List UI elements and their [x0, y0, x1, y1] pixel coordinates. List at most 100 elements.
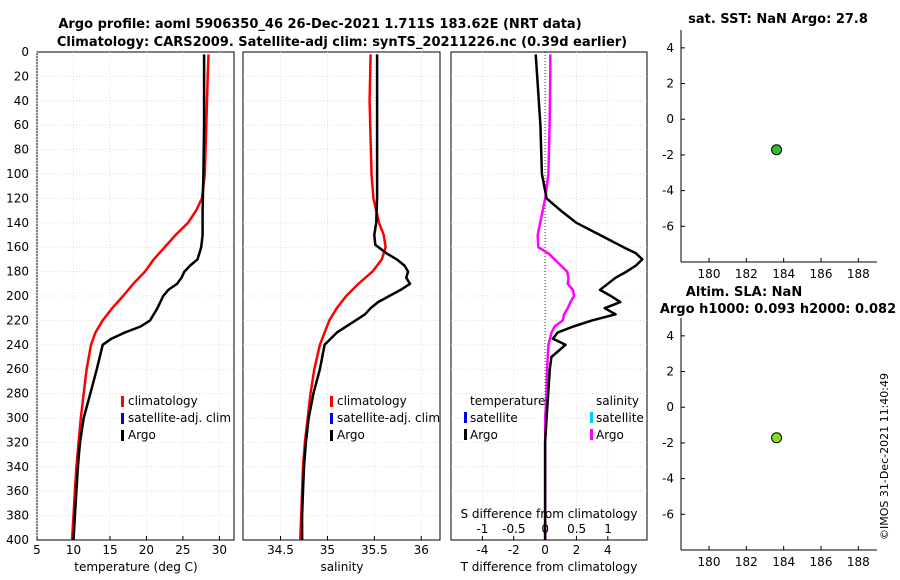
diff-x2label: S difference from climatology [461, 507, 638, 521]
y-tick-label: 0 [666, 400, 674, 414]
depth-tick-label: 320 [6, 435, 29, 449]
x-tick-label: 35 [320, 543, 335, 557]
x-tick-label: 5 [33, 543, 41, 557]
depth-tick-label: 160 [6, 240, 29, 254]
depth-tick-label: 40 [14, 94, 29, 108]
sal-legend: climatology satellite-adj. clim Argo [330, 394, 440, 442]
depth-tick-label: 260 [6, 362, 29, 376]
y-tick-label: -6 [662, 507, 674, 521]
legend-sal-argo-swatch [590, 429, 593, 440]
legend-satellite-swatch [121, 413, 124, 424]
y-tick-label: 2 [666, 365, 674, 379]
legend-argo-label: Argo [128, 428, 156, 442]
legend-temp-argo-swatch [464, 429, 467, 440]
sal-xlabel: salinity [320, 560, 363, 574]
legend-temp-satellite-swatch [464, 412, 467, 423]
depth-tick-label: 120 [6, 191, 29, 205]
sal-diff-line [536, 54, 576, 540]
depth-tick-label: 80 [14, 143, 29, 157]
depth-tick-label: 280 [6, 387, 29, 401]
x-tick-label: -4 [476, 543, 488, 557]
depth-tick-label: 60 [14, 118, 29, 132]
sst-map-panel: 4 2 0 -2 -4 -6 180 182 184 186 188 [662, 30, 877, 281]
title-line1: Argo profile: aoml 5906350_46 26-Dec-202… [58, 17, 581, 32]
x-tick-label: 4 [604, 543, 612, 557]
x-tick-label: 34.5 [267, 543, 294, 557]
x2-tick-label: 0.5 [567, 522, 586, 536]
legend-climatology-label: climatology [128, 394, 198, 408]
x-tick-label: 2 [573, 543, 581, 557]
x-tick-label: 20 [139, 543, 154, 557]
x-tick-label: 188 [847, 555, 870, 569]
x-tick-label: 186 [810, 555, 833, 569]
x-tick-label: 0 [541, 543, 549, 557]
depth-tick-label: 340 [6, 460, 29, 474]
argo-line [72, 54, 206, 541]
x2-tick-label: -0.5 [502, 522, 525, 536]
depth-tick-label: 20 [14, 69, 29, 83]
sst-panel-title: sat. SST: NaN Argo: 27.8 [688, 12, 868, 27]
legend-temp-argo-label: Argo [470, 428, 498, 442]
diff-legend: temperature salinity satellite Argo sate… [464, 394, 644, 442]
y-tick-label: 4 [666, 329, 674, 343]
y-tick-label: -2 [662, 436, 674, 450]
depth-tick-label: 360 [6, 484, 29, 498]
legend-satellite-label: satellite-adj. clim [337, 411, 440, 425]
y-tick-label: -4 [662, 472, 674, 486]
depth-tick-label: 140 [6, 216, 29, 230]
depth-tick-label: 220 [6, 313, 29, 327]
depth-tick-label: 240 [6, 338, 29, 352]
y-tick-label: 0 [666, 112, 674, 126]
altim-map-panel: 4 2 0 -2 -4 -6 180 182 184 186 188 [662, 318, 877, 569]
depth-tick-label: 300 [6, 411, 29, 425]
altim-panel-title2: Argo h1000: 0.093 h2000: 0.082 [660, 302, 896, 317]
legend-argo-swatch [330, 430, 333, 441]
legend-climatology-label: climatology [337, 394, 407, 408]
temp-legend: climatology satellite-adj. clim Argo [121, 394, 231, 442]
y-tick-label: -6 [662, 219, 674, 233]
difference-panel: -4 -2 0 2 4-1 -0.5 0 0.5 1 [450, 51, 648, 557]
depth-tick-label: 100 [6, 167, 29, 181]
depth-tick-label: 200 [6, 289, 29, 303]
x-tick-label: 35.5 [361, 543, 388, 557]
x-tick-label: 180 [698, 555, 721, 569]
legend-argo-swatch [121, 430, 124, 441]
legend-argo-label: Argo [337, 428, 365, 442]
temp-diff-line [534, 54, 644, 540]
x-tick-label: -2 [508, 543, 520, 557]
plot-frame [36, 51, 235, 541]
y-tick-label: -2 [662, 148, 674, 162]
legend-sal-satellite-label: satellite [596, 411, 644, 425]
x-tick-label: 184 [772, 555, 795, 569]
x-tick-label: 25 [175, 543, 190, 557]
depth-tick-label: 180 [6, 265, 29, 279]
legend-temp-satellite-label: satellite [470, 411, 518, 425]
x-tick-label: 188 [847, 267, 870, 281]
x-tick-label: 180 [698, 267, 721, 281]
argo-location-point [771, 144, 783, 156]
imos-timestamp: ©IMOS 31-Dec-2021 11:40:49 [878, 373, 891, 540]
diff-xlabel: T difference from climatology [460, 560, 638, 574]
temp-xlabel: temperature (deg C) [74, 560, 197, 574]
x2-tick-label: 1 [604, 522, 612, 536]
legend-temperature-title: temperature [470, 394, 545, 408]
temperature-panel: 5 10 15 20 25 30 [33, 51, 235, 557]
legend-climatology-swatch [121, 396, 124, 407]
y-tick-label: -4 [662, 184, 674, 198]
x2-tick-label: -1 [476, 522, 488, 536]
x-tick-label: 36 [414, 543, 429, 557]
depth-axis: 0 20 40 60 80 100 120 140 160 180 200 220 240 260 280 3… [6, 45, 29, 547]
title-line2: Climatology: CARS2009. Satellite-adj cli… [57, 35, 627, 50]
legend-satellite-swatch [330, 413, 333, 424]
depth-tick-label: 400 [6, 533, 29, 547]
depth-tick-label: 0 [21, 45, 29, 59]
legend-climatology-swatch [330, 396, 333, 407]
x-tick-label: 30 [212, 543, 227, 557]
depth-tick-label: 380 [6, 509, 29, 523]
x-tick-label: 182 [735, 555, 758, 569]
x-tick-label: 10 [66, 543, 81, 557]
legend-sal-argo-label: Argo [596, 428, 624, 442]
legend-salinity-title: salinity [596, 394, 639, 408]
argo-location-point [771, 432, 783, 444]
